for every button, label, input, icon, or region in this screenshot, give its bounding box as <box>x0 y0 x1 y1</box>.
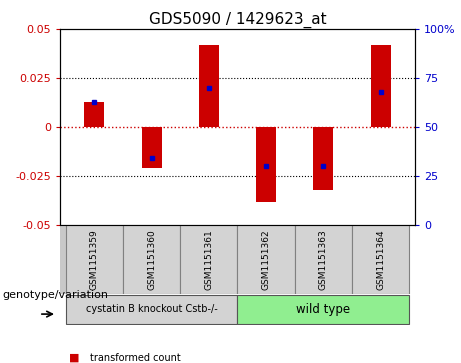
Bar <box>352 225 409 294</box>
Text: GSM1151359: GSM1151359 <box>90 229 99 290</box>
Bar <box>84 102 104 127</box>
Bar <box>65 225 123 294</box>
Bar <box>371 45 390 127</box>
Text: cystatin B knockout Cstb-/-: cystatin B knockout Cstb-/- <box>86 305 218 314</box>
Bar <box>237 295 409 324</box>
Title: GDS5090 / 1429623_at: GDS5090 / 1429623_at <box>148 12 326 28</box>
Text: ■: ■ <box>69 352 80 363</box>
Bar <box>142 127 161 168</box>
Text: genotype/variation: genotype/variation <box>2 290 108 300</box>
Text: GSM1151362: GSM1151362 <box>261 229 271 290</box>
Bar <box>256 127 276 201</box>
Bar <box>180 225 237 294</box>
Bar <box>313 127 333 190</box>
Bar <box>65 295 237 324</box>
Bar <box>237 225 295 294</box>
Text: GSM1151363: GSM1151363 <box>319 229 328 290</box>
Text: GSM1151361: GSM1151361 <box>204 229 213 290</box>
Text: transformed count: transformed count <box>90 352 181 363</box>
Bar <box>199 45 219 127</box>
Bar <box>123 225 180 294</box>
Text: GSM1151364: GSM1151364 <box>376 229 385 290</box>
Bar <box>295 225 352 294</box>
Text: wild type: wild type <box>296 303 350 316</box>
Text: GSM1151360: GSM1151360 <box>147 229 156 290</box>
